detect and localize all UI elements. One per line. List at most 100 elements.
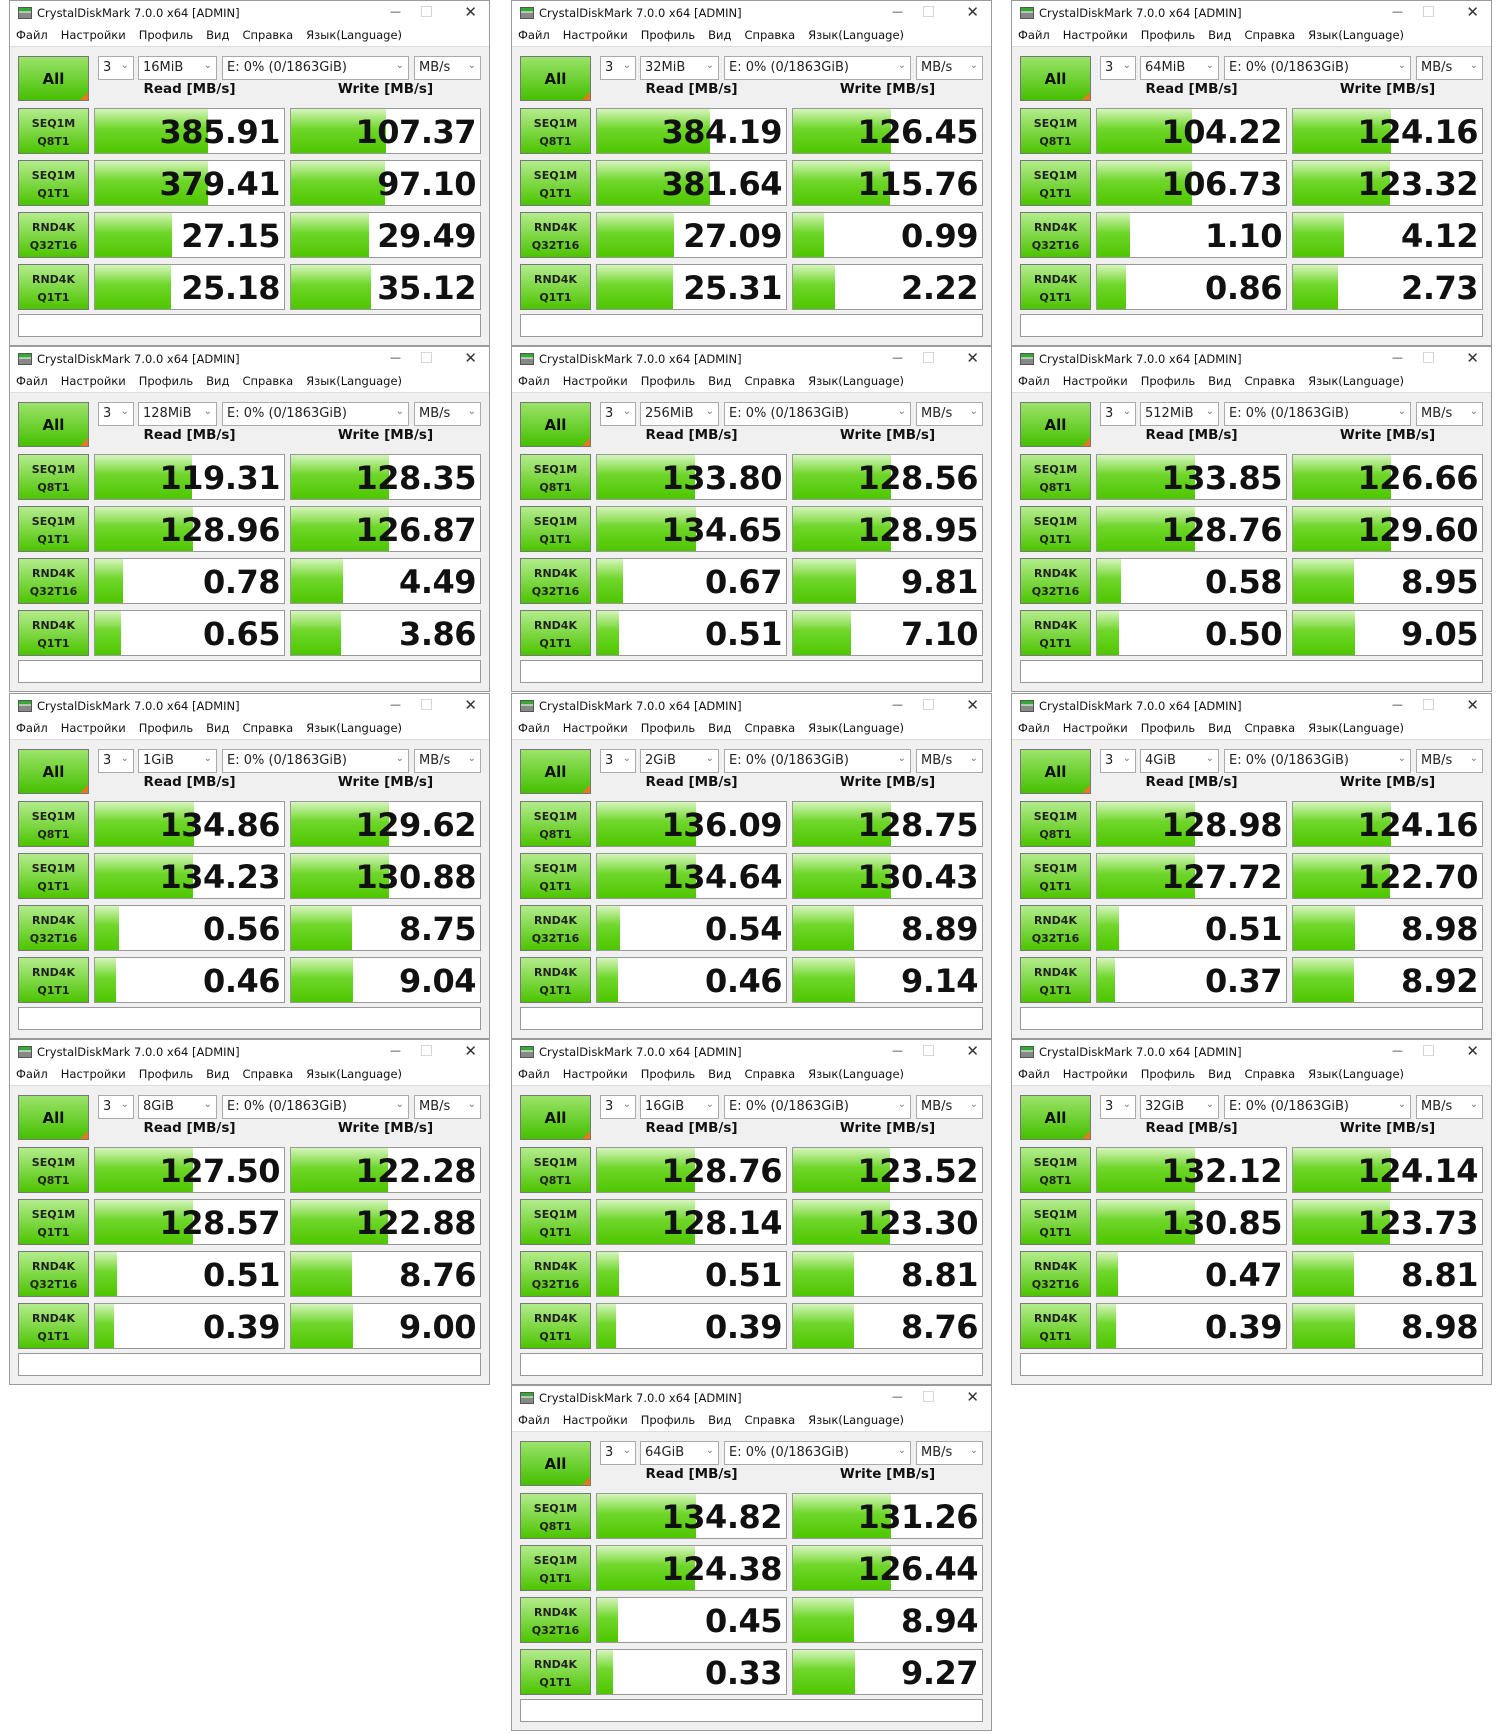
- close-button[interactable]: ✕: [966, 1042, 979, 1060]
- drive-select[interactable]: E: 0% (0/1863GiB) ⌄: [222, 56, 409, 80]
- test-button[interactable]: SEQ1M Q8T1: [520, 108, 591, 154]
- maximize-button[interactable]: ☐: [921, 349, 935, 367]
- menu-item[interactable]: Файл: [518, 374, 550, 388]
- all-button[interactable]: All: [520, 749, 591, 794]
- menu-item[interactable]: Вид: [708, 28, 732, 42]
- test-button[interactable]: SEQ1M Q8T1: [18, 1147, 89, 1193]
- maximize-button[interactable]: ☐: [1421, 3, 1435, 21]
- minimize-button[interactable]: —: [390, 5, 401, 18]
- size-select[interactable]: 4GiB ⌄: [1140, 749, 1219, 773]
- unit-select[interactable]: MB/s ⌄: [414, 402, 481, 426]
- unit-select[interactable]: MB/s ⌄: [916, 402, 983, 426]
- menu-item[interactable]: Справка: [744, 28, 796, 42]
- close-button[interactable]: ✕: [464, 1042, 477, 1060]
- menu-item[interactable]: Профиль: [1140, 374, 1196, 388]
- minimize-button[interactable]: —: [892, 1390, 903, 1403]
- menu-item[interactable]: Справка: [744, 374, 796, 388]
- unit-select[interactable]: MB/s ⌄: [916, 749, 983, 773]
- menu-item[interactable]: Файл: [518, 1067, 550, 1081]
- menu-item[interactable]: Язык(Language): [808, 1413, 905, 1427]
- menu-item[interactable]: Язык(Language): [306, 1067, 403, 1081]
- close-button[interactable]: ✕: [1466, 696, 1479, 714]
- drive-select[interactable]: E: 0% (0/1863GiB) ⌄: [724, 1441, 911, 1465]
- all-button[interactable]: All: [1020, 56, 1091, 101]
- test-button[interactable]: RND4K Q1T1: [1020, 957, 1091, 1003]
- test-button[interactable]: SEQ1M Q1T1: [520, 160, 591, 206]
- test-button[interactable]: RND4K Q1T1: [1020, 264, 1091, 310]
- test-button[interactable]: RND4K Q1T1: [1020, 1303, 1091, 1349]
- size-select[interactable]: 32MiB ⌄: [640, 56, 719, 80]
- count-select[interactable]: 3 ⌄: [1100, 402, 1136, 426]
- menu-item[interactable]: Язык(Language): [1308, 721, 1405, 735]
- test-button[interactable]: SEQ1M Q1T1: [18, 853, 89, 899]
- all-button[interactable]: All: [1020, 1095, 1091, 1140]
- maximize-button[interactable]: ☐: [1421, 1042, 1435, 1060]
- menu-item[interactable]: Язык(Language): [306, 28, 403, 42]
- test-button[interactable]: RND4K Q32T16: [520, 1597, 591, 1643]
- menu-item[interactable]: Профиль: [1140, 1067, 1196, 1081]
- close-button[interactable]: ✕: [464, 3, 477, 21]
- drive-select[interactable]: E: 0% (0/1863GiB) ⌄: [724, 56, 911, 80]
- menu-item[interactable]: Профиль: [640, 374, 696, 388]
- menu-item[interactable]: Профиль: [640, 28, 696, 42]
- menu-item[interactable]: Файл: [518, 1413, 550, 1427]
- count-select[interactable]: 3 ⌄: [600, 402, 636, 426]
- count-select[interactable]: 3 ⌄: [1100, 1095, 1136, 1119]
- test-button[interactable]: RND4K Q32T16: [520, 1251, 591, 1297]
- menu-item[interactable]: Вид: [1208, 721, 1232, 735]
- test-button[interactable]: RND4K Q32T16: [520, 905, 591, 951]
- test-button[interactable]: RND4K Q1T1: [520, 264, 591, 310]
- test-button[interactable]: SEQ1M Q8T1: [520, 1493, 591, 1539]
- menu-item[interactable]: Справка: [1244, 374, 1296, 388]
- maximize-button[interactable]: ☐: [921, 3, 935, 21]
- menu-item[interactable]: Настройки: [60, 28, 126, 42]
- menu-item[interactable]: Настройки: [60, 721, 126, 735]
- all-button[interactable]: All: [520, 1441, 591, 1486]
- menu-item[interactable]: Вид: [206, 374, 230, 388]
- menu-item[interactable]: Вид: [1208, 28, 1232, 42]
- menu-item[interactable]: Файл: [518, 28, 550, 42]
- test-button[interactable]: RND4K Q1T1: [18, 1303, 89, 1349]
- drive-select[interactable]: E: 0% (0/1863GiB) ⌄: [1224, 402, 1411, 426]
- test-button[interactable]: SEQ1M Q8T1: [520, 801, 591, 847]
- menu-item[interactable]: Профиль: [138, 721, 194, 735]
- menu-item[interactable]: Настройки: [1062, 28, 1128, 42]
- all-button[interactable]: All: [18, 402, 89, 447]
- all-button[interactable]: All: [520, 56, 591, 101]
- menu-item[interactable]: Настройки: [562, 374, 628, 388]
- maximize-button[interactable]: ☐: [921, 696, 935, 714]
- test-button[interactable]: RND4K Q32T16: [18, 1251, 89, 1297]
- menu-item[interactable]: Настройки: [562, 1067, 628, 1081]
- minimize-button[interactable]: —: [1392, 5, 1403, 18]
- menu-item[interactable]: Настройки: [60, 374, 126, 388]
- size-select[interactable]: 2GiB ⌄: [640, 749, 719, 773]
- test-button[interactable]: RND4K Q32T16: [1020, 558, 1091, 604]
- test-button[interactable]: SEQ1M Q1T1: [520, 1199, 591, 1245]
- maximize-button[interactable]: ☐: [419, 696, 433, 714]
- menu-item[interactable]: Справка: [744, 1067, 796, 1081]
- menu-item[interactable]: Файл: [16, 28, 48, 42]
- size-select[interactable]: 8GiB ⌄: [138, 1095, 217, 1119]
- test-button[interactable]: SEQ1M Q1T1: [1020, 160, 1091, 206]
- maximize-button[interactable]: ☐: [921, 1042, 935, 1060]
- test-button[interactable]: RND4K Q1T1: [18, 610, 89, 656]
- menu-item[interactable]: Справка: [242, 374, 294, 388]
- menu-item[interactable]: Вид: [708, 374, 732, 388]
- menu-item[interactable]: Вид: [708, 721, 732, 735]
- menu-item[interactable]: Профиль: [640, 1413, 696, 1427]
- menu-item[interactable]: Справка: [242, 1067, 294, 1081]
- test-button[interactable]: SEQ1M Q1T1: [18, 160, 89, 206]
- test-button[interactable]: RND4K Q1T1: [520, 610, 591, 656]
- drive-select[interactable]: E: 0% (0/1863GiB) ⌄: [1224, 1095, 1411, 1119]
- close-button[interactable]: ✕: [966, 1388, 979, 1406]
- menu-item[interactable]: Язык(Language): [808, 1067, 905, 1081]
- test-button[interactable]: SEQ1M Q1T1: [520, 506, 591, 552]
- test-button[interactable]: SEQ1M Q8T1: [1020, 1147, 1091, 1193]
- menu-item[interactable]: Справка: [1244, 28, 1296, 42]
- test-button[interactable]: SEQ1M Q1T1: [1020, 506, 1091, 552]
- menu-item[interactable]: Вид: [1208, 374, 1232, 388]
- minimize-button[interactable]: —: [892, 1044, 903, 1057]
- test-button[interactable]: RND4K Q32T16: [18, 558, 89, 604]
- menu-item[interactable]: Справка: [242, 721, 294, 735]
- all-button[interactable]: All: [520, 402, 591, 447]
